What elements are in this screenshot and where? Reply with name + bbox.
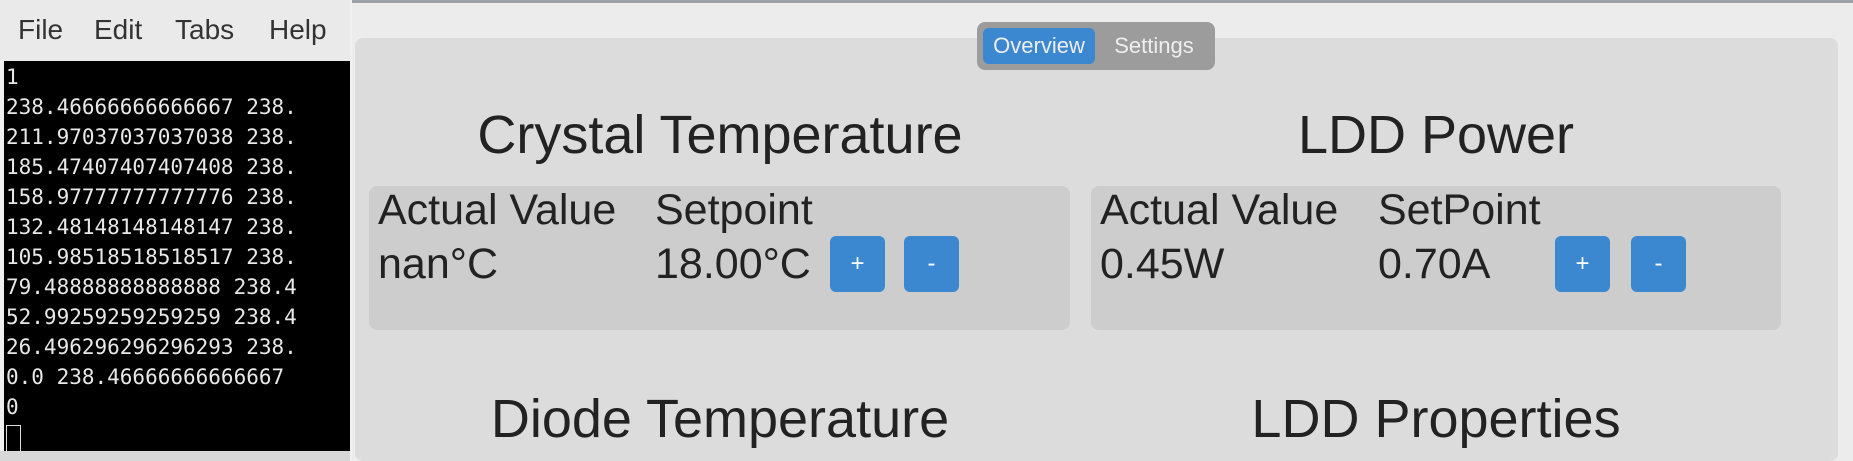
- increase-button[interactable]: +: [830, 236, 885, 292]
- decrease-button[interactable]: -: [1631, 236, 1686, 292]
- cursor: [6, 425, 21, 451]
- field-value: 18.00°C: [655, 240, 811, 288]
- section-title: Crystal Temperature: [477, 105, 963, 165]
- terminal-line: 238.46666666666667 238.: [6, 95, 297, 119]
- menu-item[interactable]: Tabs: [175, 14, 235, 45]
- menu-bar: File Edit Tabs Help: [0, 0, 350, 61]
- terminal-line: 26.496296296296293 238.: [6, 335, 297, 359]
- decrease-button[interactable]: -: [904, 236, 959, 292]
- terminal-line: 52.99259259259259 238.4: [6, 305, 297, 329]
- section-title: LDD Properties: [1251, 389, 1621, 449]
- menu-item[interactable]: Edit: [94, 14, 143, 45]
- terminal-line: 158.97777777777776 238.: [6, 185, 297, 209]
- terminal-line: 0.0 238.46666666666667: [6, 365, 285, 389]
- tab[interactable]: Settings: [1114, 33, 1194, 58]
- field-value: 0.45W: [1100, 240, 1225, 288]
- terminal-line: 79.48888888888888 238.4: [6, 275, 297, 299]
- tab[interactable]: Overview: [983, 28, 1095, 64]
- terminal: 1 238.46666666666667 238. 211.970370370370…: [4, 61, 350, 451]
- field-value: 0.70A: [1378, 240, 1491, 288]
- terminal-line: 0: [6, 395, 19, 419]
- terminal-line: 132.48148148148147 238.: [6, 215, 297, 239]
- section-title: Diode Temperature: [490, 389, 950, 449]
- field-label: Actual Value: [378, 186, 617, 234]
- field-label: SetPoint: [1378, 186, 1541, 234]
- field-value: nan°C: [378, 240, 498, 288]
- terminal-line: 211.97037037037038 238.: [6, 125, 297, 149]
- terminal-line: 105.98518518518517 238.: [6, 245, 297, 269]
- increase-button[interactable]: +: [1555, 236, 1610, 292]
- terminal-line: 1: [6, 65, 19, 89]
- tab-bar: Overview Settings: [977, 22, 1215, 70]
- terminal-line: 185.47407407407408 238.: [6, 155, 297, 179]
- menu-item[interactable]: File: [18, 14, 64, 45]
- terminal-tabs: [0, 451, 350, 461]
- field-label: Setpoint: [655, 186, 813, 234]
- field-label: Actual Value: [1100, 186, 1339, 234]
- menu-item[interactable]: Help: [269, 14, 327, 45]
- section-title: LDD Power: [1297, 105, 1575, 165]
